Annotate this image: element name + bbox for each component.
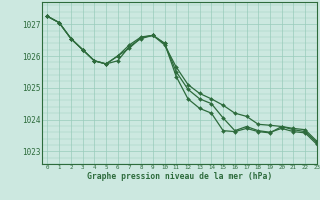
- X-axis label: Graphe pression niveau de la mer (hPa): Graphe pression niveau de la mer (hPa): [87, 172, 272, 181]
